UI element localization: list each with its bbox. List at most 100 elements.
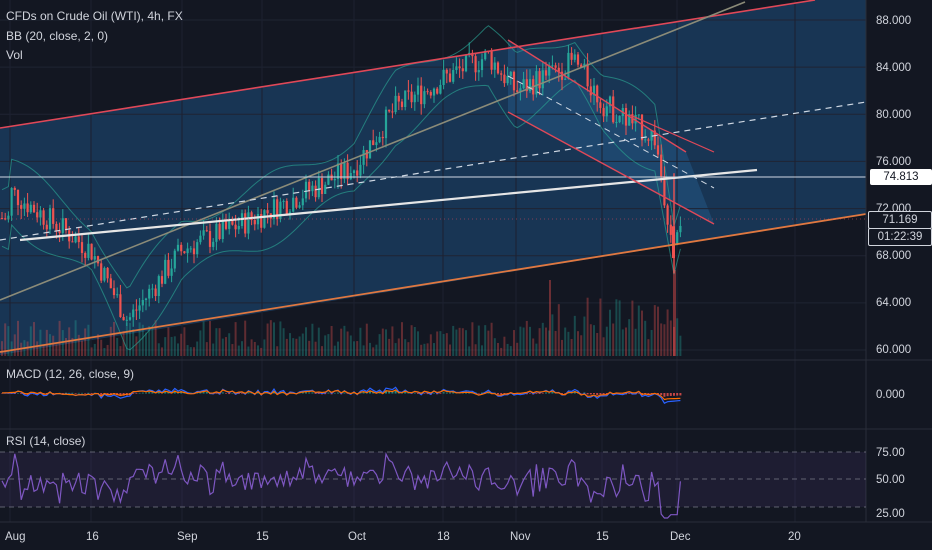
candle-body — [336, 163, 340, 180]
volume-bar — [573, 315, 576, 356]
macd-tick: 0.000 — [876, 389, 905, 401]
volume-bar — [221, 338, 224, 356]
candle-body — [324, 184, 327, 195]
candle-body — [250, 212, 253, 221]
time-tick: 15 — [256, 531, 269, 543]
candle-body — [612, 96, 615, 123]
macd-hist-bar — [74, 393, 77, 394]
volume-bar — [266, 323, 269, 356]
macd-hist-bar — [391, 391, 394, 394]
candle-body — [128, 317, 132, 320]
macd-hist-bar — [324, 393, 327, 395]
candle-body — [320, 178, 324, 195]
candle-body — [608, 96, 612, 107]
candle-body — [416, 85, 420, 95]
volume-bar — [215, 328, 218, 356]
candle-body — [199, 235, 202, 243]
candle-body — [349, 172, 352, 180]
macd-hist-bar — [215, 393, 218, 394]
macd-hist-bar — [205, 392, 208, 394]
desc-channel-upper-ext[interactable] — [629, 114, 715, 153]
symbol-title[interactable]: CFDs on Crude Oil (WTI), 4h, FX — [6, 9, 183, 23]
candle-body — [109, 278, 112, 289]
volume-bar — [269, 320, 272, 356]
time-tick: Nov — [510, 531, 531, 543]
volume-bar — [567, 331, 570, 356]
candle-body — [570, 52, 573, 60]
macd-hist-bar — [481, 392, 483, 394]
volume-bar — [522, 327, 525, 356]
candle-body — [615, 122, 618, 124]
macd-indicator-label[interactable]: MACD (12, 26, close, 9) — [6, 367, 135, 381]
macd-hist-bar — [71, 392, 74, 394]
candle-body — [64, 218, 68, 231]
channel-upper-red-line[interactable] — [0, 0, 816, 129]
volume-bar — [679, 335, 682, 356]
volume-bar — [61, 330, 64, 356]
candle-body — [58, 230, 61, 233]
gray-trend-line[interactable] — [0, 1, 746, 301]
bb-indicator-label[interactable]: BB (20, close, 2, 0) — [6, 29, 109, 43]
macd-hist-bar — [151, 392, 154, 394]
volume-bar — [545, 327, 547, 356]
volume-bar — [241, 341, 243, 356]
volume-bar — [490, 322, 493, 356]
vol-indicator-label[interactable]: Vol — [6, 48, 23, 62]
candle-body — [442, 69, 445, 85]
time-tick: Oct — [348, 531, 367, 543]
volume-bar — [135, 336, 138, 356]
macd-hist-bar — [237, 393, 240, 394]
time-axis[interactable]: Aug 16 Sep 15 Oct 18 Nov 15 Dec 20 — [5, 531, 801, 543]
candle-body — [183, 251, 186, 254]
volume-bar — [228, 333, 231, 356]
candle-body — [112, 288, 116, 296]
candle-body — [20, 205, 23, 209]
candle-body — [391, 111, 394, 113]
volume-bar — [423, 343, 426, 356]
volume-bar — [385, 329, 387, 356]
volume-bar — [292, 338, 295, 356]
candle-body — [122, 316, 125, 321]
white-trend-line[interactable] — [19, 168, 758, 242]
volume-bar — [125, 322, 128, 356]
macd-hist-bar — [333, 392, 336, 394]
candle-body — [80, 242, 84, 253]
channel-lower-orange-line[interactable] — [0, 213, 867, 353]
volume-bar — [391, 326, 394, 356]
macd-hist-bar — [84, 393, 87, 394]
volume-bar — [93, 343, 96, 356]
volume-bar — [637, 305, 640, 356]
candle-body — [170, 268, 173, 276]
price-axis[interactable]: 88.000 84.000 80.000 76.000 72.000 68.00… — [876, 15, 911, 520]
rsi-indicator-label[interactable]: RSI (14, close) — [6, 434, 86, 448]
volume-bar — [410, 325, 413, 356]
candle-body — [23, 203, 26, 209]
macd-hist-bar — [202, 392, 205, 394]
desc-channel-upper-line[interactable] — [507, 39, 687, 153]
desc-channel-lower-line[interactable] — [507, 111, 715, 225]
time-tick: 15 — [596, 531, 609, 543]
candle-body — [144, 298, 148, 300]
volume-bar — [461, 328, 464, 356]
volume-bar — [282, 328, 285, 356]
macd-hist-bar — [17, 392, 19, 394]
volume-bar — [663, 324, 666, 356]
candle-body — [628, 114, 631, 126]
candle-body — [103, 267, 106, 281]
volume-bar — [33, 322, 35, 356]
candle-body — [234, 224, 237, 230]
candle-body — [116, 294, 119, 296]
candle-body — [135, 309, 138, 311]
macd-hist-bar — [596, 393, 599, 396]
macd-line — [2, 386, 681, 404]
channel-mid-dashed-line[interactable] — [0, 101, 867, 241]
macd-signal-line — [1, 389, 681, 401]
candle-body — [365, 150, 368, 159]
candle-body — [279, 201, 282, 220]
macd-hist-bar — [305, 392, 307, 394]
macd-hist-bar — [442, 392, 445, 394]
candle-body — [551, 65, 554, 67]
macd-hist-bar — [145, 392, 147, 394]
volume-bar — [673, 270, 676, 356]
